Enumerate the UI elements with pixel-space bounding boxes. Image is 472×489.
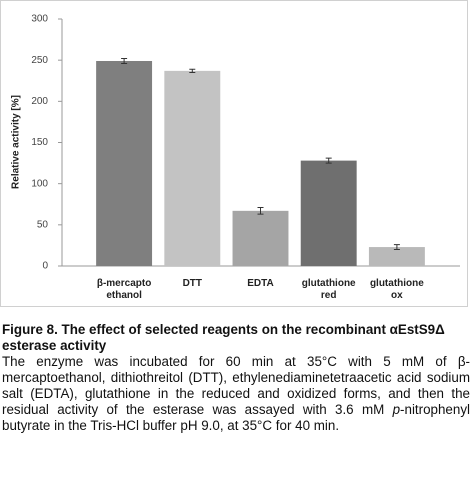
error-bar: [189, 68, 196, 74]
bar: [232, 210, 289, 266]
y-tick-label: 0: [42, 261, 48, 272]
bar: [300, 160, 357, 266]
y-tick-label: 50: [37, 219, 49, 230]
error-bar: [121, 58, 128, 64]
x-tick-label: EDTA: [247, 278, 274, 289]
y-tick-label: 150: [31, 137, 48, 148]
caption-italic: p: [392, 402, 401, 417]
bar: [164, 70, 221, 267]
caption-title: Figure 8. The effect of selected reagent…: [2, 322, 445, 353]
chart: Relative activity [%] 0 50 100 150 200 250 300: [0, 0, 468, 307]
y-tick-label: 300: [31, 14, 48, 25]
caption: Figure 8. The effect of selected reagent…: [2, 322, 470, 434]
caption-body: The enzyme was incubated for 60 min at 3…: [2, 354, 470, 434]
bar: [368, 247, 425, 266]
y-tick-label: 100: [31, 178, 48, 189]
caption-text: -nitrophenyl butyrate in the Tris-HCl bu…: [2, 402, 470, 433]
y-tick-label: 200: [31, 96, 48, 107]
x-tick-label: DTT: [182, 278, 203, 289]
bar: [96, 60, 153, 266]
error-bar: [257, 207, 264, 215]
y-axis-label: Relative activity [%]: [11, 95, 22, 189]
error-bar: [325, 157, 332, 164]
x-tick-label: glutathione ox: [369, 278, 424, 301]
x-tick-label: β-mercapto ethanol: [96, 278, 152, 301]
caption-text: The enzyme was incubated for 60 min at 3…: [2, 354, 470, 417]
error-bar: [393, 244, 400, 251]
y-tick-label: 250: [31, 55, 48, 66]
x-tick-label: glutathione red: [301, 278, 356, 301]
